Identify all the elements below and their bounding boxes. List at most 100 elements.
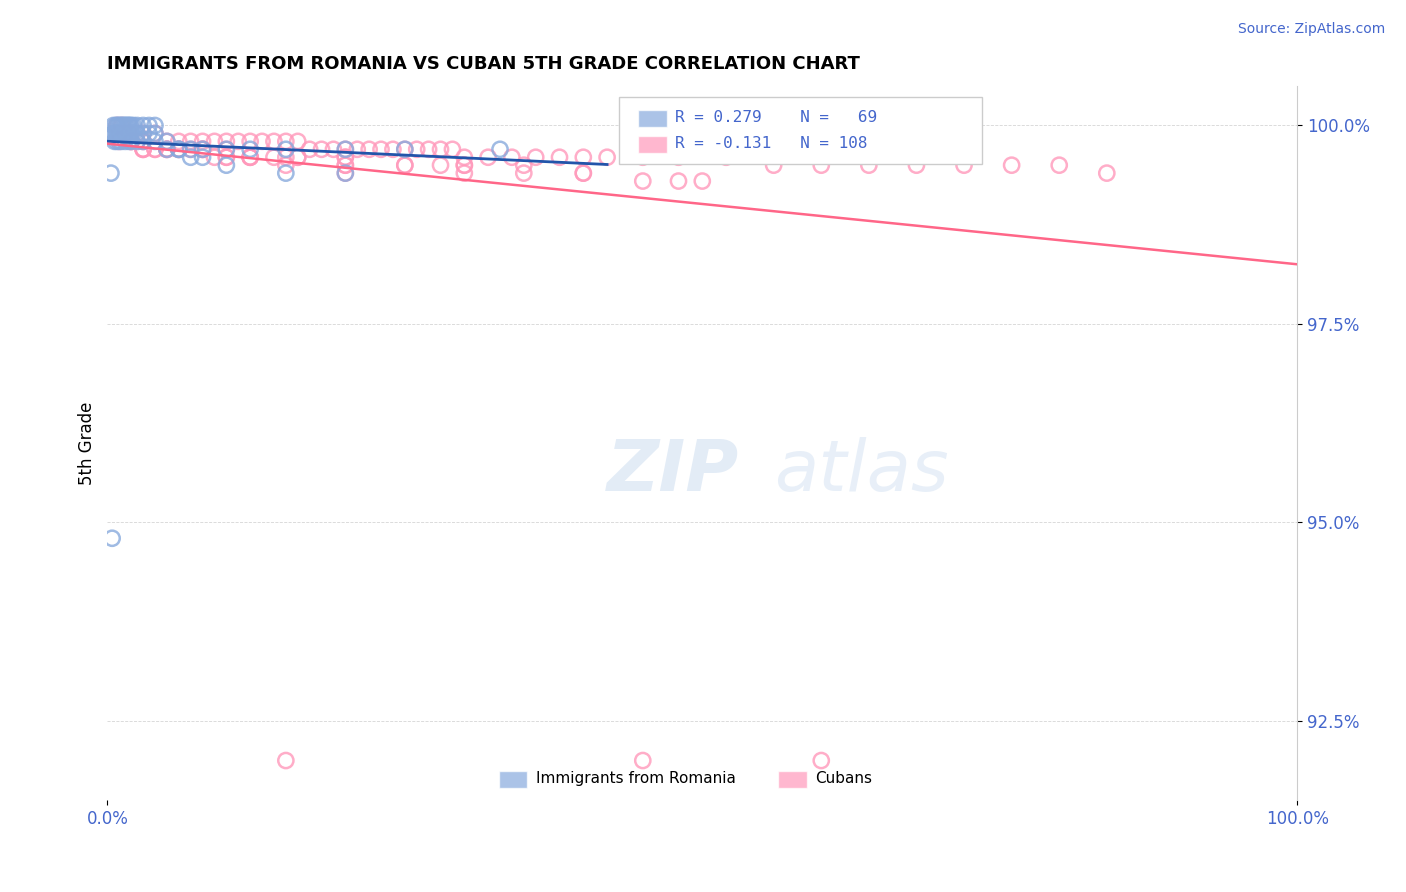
Point xyxy=(1001,158,1024,172)
Point xyxy=(114,127,136,141)
Point xyxy=(263,150,285,164)
Point xyxy=(132,142,155,156)
Point xyxy=(215,142,238,156)
Point xyxy=(117,127,139,141)
Point xyxy=(596,150,619,164)
Point xyxy=(477,150,499,164)
Point xyxy=(127,127,149,141)
Point xyxy=(335,166,357,180)
Point xyxy=(108,119,131,133)
Point xyxy=(215,142,238,156)
Point xyxy=(120,134,142,148)
FancyBboxPatch shape xyxy=(638,110,666,128)
Point xyxy=(905,158,928,172)
Point xyxy=(122,119,145,133)
FancyBboxPatch shape xyxy=(499,771,527,788)
Point xyxy=(572,166,595,180)
Point xyxy=(335,158,357,172)
Point xyxy=(167,134,190,148)
Point xyxy=(501,150,523,164)
Point xyxy=(274,142,297,156)
Point xyxy=(104,127,127,141)
Point xyxy=(215,134,238,148)
Point xyxy=(239,142,262,156)
Point xyxy=(762,158,785,172)
Point xyxy=(239,150,262,164)
Point xyxy=(311,142,333,156)
Point xyxy=(239,150,262,164)
Point xyxy=(156,142,179,156)
Point xyxy=(138,127,160,141)
Point xyxy=(513,158,536,172)
Point xyxy=(180,142,202,156)
Text: Source: ZipAtlas.com: Source: ZipAtlas.com xyxy=(1237,22,1385,37)
Point xyxy=(143,127,166,141)
Text: Cubans: Cubans xyxy=(815,772,872,786)
Point xyxy=(453,150,475,164)
Point xyxy=(298,142,321,156)
Point xyxy=(114,134,136,148)
Point xyxy=(127,134,149,148)
Point xyxy=(572,166,595,180)
Point xyxy=(274,150,297,164)
Point xyxy=(132,127,155,141)
Point xyxy=(191,142,214,156)
Point xyxy=(127,119,149,133)
Point xyxy=(120,127,142,141)
Point xyxy=(405,142,427,156)
Point xyxy=(114,127,136,141)
Point xyxy=(287,134,309,148)
Point xyxy=(1047,158,1070,172)
Point xyxy=(118,127,141,141)
Point xyxy=(191,142,214,156)
Point xyxy=(226,134,249,148)
Point xyxy=(132,134,155,148)
Point xyxy=(143,142,166,156)
Point xyxy=(111,134,134,148)
Point xyxy=(143,134,166,148)
Point xyxy=(250,134,273,148)
Point xyxy=(112,119,135,133)
Point xyxy=(156,142,179,156)
Point xyxy=(111,119,134,133)
Point xyxy=(631,174,654,188)
Point xyxy=(239,134,262,148)
Point xyxy=(104,119,127,133)
Point xyxy=(115,127,138,141)
Point xyxy=(204,134,226,148)
Point xyxy=(120,134,142,148)
Point xyxy=(631,150,654,164)
Point xyxy=(274,134,297,148)
Point xyxy=(418,142,440,156)
Point xyxy=(120,119,142,133)
Text: R = -0.131   N = 108: R = -0.131 N = 108 xyxy=(675,136,868,151)
Point xyxy=(394,158,416,172)
Point xyxy=(513,166,536,180)
Point xyxy=(110,119,132,133)
Point xyxy=(138,119,160,133)
Point xyxy=(359,142,381,156)
Point xyxy=(111,127,134,141)
Point xyxy=(167,142,190,156)
Point xyxy=(114,119,136,133)
Point xyxy=(111,119,134,133)
Point xyxy=(132,142,155,156)
Point xyxy=(191,150,214,164)
Point xyxy=(115,119,138,133)
Point xyxy=(156,142,179,156)
Point xyxy=(167,142,190,156)
Point xyxy=(103,127,125,141)
Point xyxy=(118,119,141,133)
Point xyxy=(215,150,238,164)
Point xyxy=(274,754,297,768)
Point xyxy=(118,127,141,141)
Point xyxy=(180,142,202,156)
Point xyxy=(118,134,141,148)
Point xyxy=(263,134,285,148)
Point xyxy=(108,134,131,148)
Point xyxy=(120,134,142,148)
Point xyxy=(668,150,690,164)
Y-axis label: 5th Grade: 5th Grade xyxy=(79,401,96,484)
Point xyxy=(103,119,125,133)
Point xyxy=(112,127,135,141)
